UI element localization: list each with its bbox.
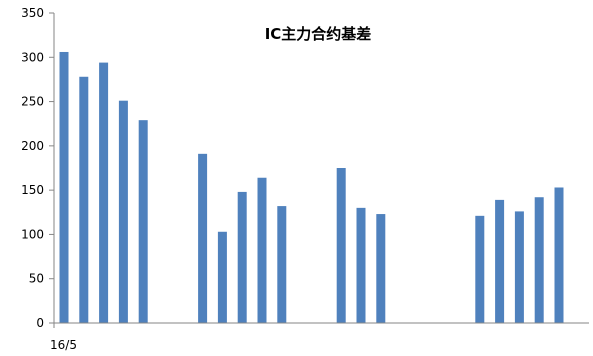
x-tick-label: 16/5 [50, 338, 77, 352]
bar [277, 206, 287, 323]
bar [217, 231, 227, 323]
y-axis-ticks: 0 50 100 150 200 250 300 350 [21, 6, 54, 330]
y-tick-label: 0 [36, 316, 44, 330]
bar [514, 211, 524, 323]
bar [554, 187, 564, 323]
y-tick-label: 100 [21, 227, 44, 241]
bar [475, 215, 485, 323]
y-tick-label: 350 [21, 6, 44, 20]
bar-series [59, 51, 564, 324]
bar [336, 168, 346, 323]
y-tick-label: 50 [29, 272, 44, 286]
y-tick-label: 250 [21, 95, 44, 109]
bar [99, 62, 109, 323]
bar [257, 177, 267, 323]
bar [237, 191, 247, 323]
bar [79, 76, 89, 324]
y-tick-label: 200 [21, 139, 44, 153]
bar [534, 197, 544, 323]
y-tick-label: 150 [21, 183, 44, 197]
bar [356, 207, 366, 323]
bar [198, 153, 208, 323]
y-tick-label: 300 [21, 50, 44, 64]
x-axis-ticks: 16/5 [50, 323, 77, 352]
chart-title: IC主力合约基差 [265, 25, 372, 43]
bar [495, 199, 505, 323]
bar [376, 214, 386, 323]
bar [118, 100, 128, 323]
bar [59, 51, 69, 323]
bar [138, 120, 148, 323]
